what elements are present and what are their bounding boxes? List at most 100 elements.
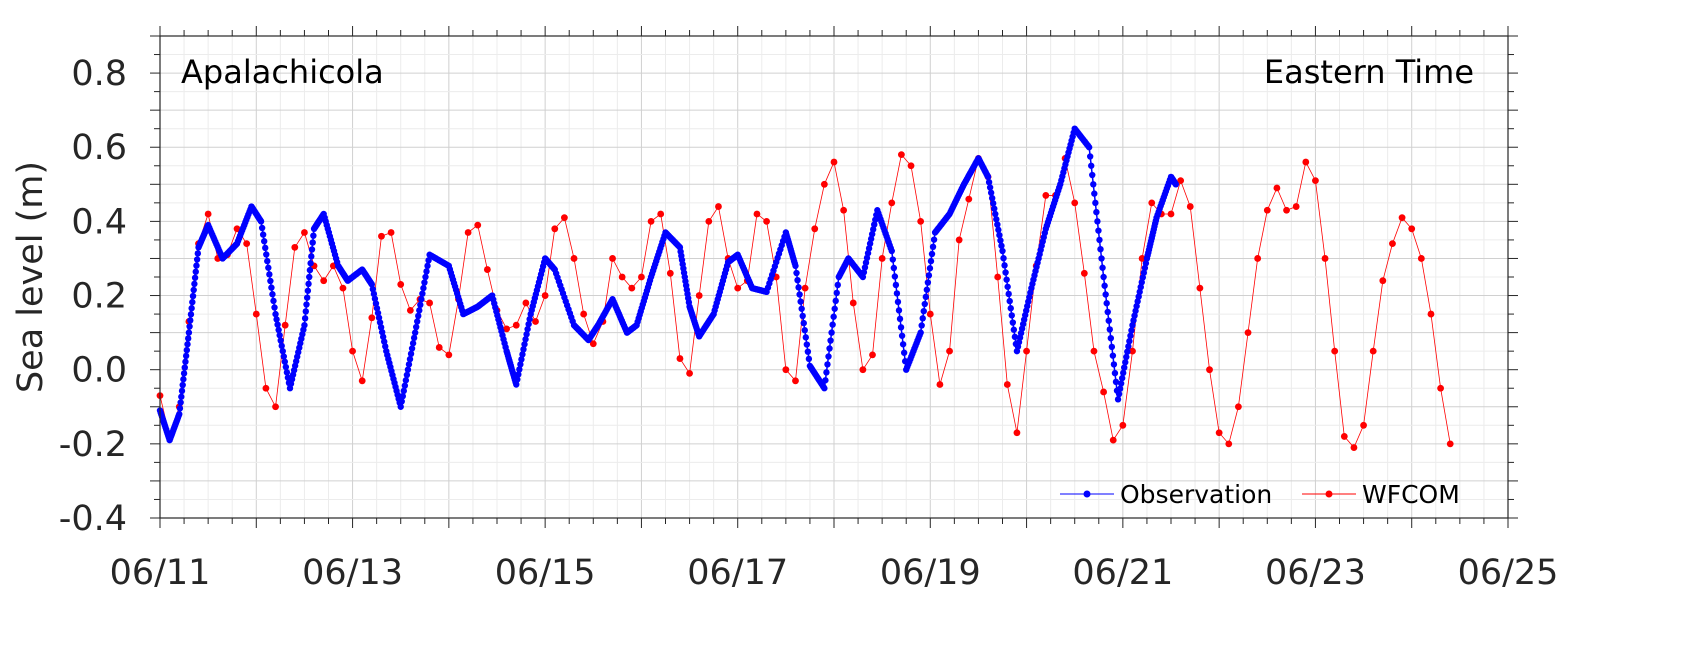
- data-point: [308, 253, 315, 260]
- x-tick-label: 06/23: [1265, 553, 1366, 593]
- data-point: [1023, 347, 1030, 355]
- data-point: [862, 259, 870, 266]
- data-point: [1092, 199, 1099, 207]
- series-line-wfcom: [159, 153, 1451, 449]
- data-point: [861, 264, 869, 271]
- data-point: [272, 310, 279, 318]
- x-tick-label: 06/11: [110, 553, 211, 593]
- data-point: [985, 178, 993, 186]
- data-point: [1167, 210, 1175, 218]
- data-point: [1177, 177, 1185, 185]
- legend-wfcom-label: WFCOM: [1362, 480, 1460, 509]
- data-point: [398, 398, 405, 405]
- data-point: [518, 356, 525, 363]
- data-point: [304, 287, 312, 294]
- data-point: [872, 216, 879, 223]
- data-point: [382, 343, 389, 350]
- data-point: [996, 231, 1003, 239]
- data-point: [387, 229, 395, 236]
- data-point: [1132, 307, 1139, 315]
- data-point: [1118, 374, 1126, 382]
- data-point: [1121, 364, 1128, 371]
- data-point: [277, 337, 284, 344]
- data-point: [1095, 227, 1102, 234]
- x-tick-label: 06/21: [1072, 553, 1173, 593]
- data-point: [1134, 298, 1141, 305]
- data-point: [1097, 245, 1104, 253]
- y-tick-label: -0.4: [59, 499, 127, 539]
- data-point: [1008, 312, 1015, 319]
- series-wfcom: [156, 151, 1454, 451]
- y-tick-label: -0.2: [59, 425, 127, 465]
- data-point: [262, 244, 269, 252]
- data-point: [1013, 429, 1021, 437]
- data-point: [792, 262, 799, 270]
- data-point: [185, 329, 193, 336]
- data-point: [1138, 255, 1146, 262]
- data-point: [763, 217, 770, 225]
- data-point: [1115, 390, 1123, 398]
- data-point: [522, 336, 529, 343]
- data-point: [262, 384, 270, 392]
- data-point: [266, 271, 273, 278]
- data-point: [1254, 255, 1262, 262]
- data-point: [782, 366, 790, 374]
- data-point: [1379, 277, 1387, 285]
- data-point: [1206, 366, 1213, 374]
- data-point: [176, 410, 183, 418]
- data-point: [868, 230, 876, 238]
- data-point: [1340, 433, 1348, 440]
- data-point: [368, 281, 376, 288]
- data-point: [412, 323, 420, 331]
- data-point: [1100, 388, 1107, 396]
- data-point: [204, 210, 212, 218]
- data-point: [917, 217, 925, 225]
- x-tick-label: 06/17: [687, 553, 788, 593]
- data-point: [186, 323, 193, 330]
- data-point: [995, 226, 1002, 234]
- data-point: [795, 284, 802, 291]
- data-point: [339, 284, 347, 292]
- data-point: [1091, 190, 1098, 197]
- data-point: [264, 257, 271, 265]
- data-point: [830, 158, 838, 166]
- data-point: [1139, 274, 1147, 281]
- data-point: [1235, 403, 1242, 411]
- data-point: [695, 292, 703, 299]
- data-point: [878, 255, 886, 262]
- data-point: [281, 321, 289, 329]
- data-point: [1071, 199, 1079, 207]
- data-point: [1114, 396, 1122, 403]
- data-point: [526, 315, 533, 323]
- data-point: [283, 369, 291, 376]
- data-point: [955, 236, 963, 244]
- data-point: [991, 205, 998, 212]
- data-point: [1004, 283, 1011, 290]
- data-point: [405, 361, 413, 368]
- data-point: [189, 298, 196, 306]
- data-point: [1302, 158, 1310, 166]
- data-point: [191, 274, 199, 281]
- data-point: [570, 255, 578, 262]
- data-point: [1292, 203, 1300, 210]
- data-point: [417, 301, 424, 309]
- data-point: [823, 369, 830, 376]
- data-point: [899, 341, 907, 348]
- data-point: [888, 247, 895, 255]
- data-point: [524, 325, 531, 333]
- data-point: [307, 260, 314, 267]
- data-point: [349, 347, 356, 355]
- data-point: [821, 385, 828, 392]
- timezone-annotation: Eastern Time: [1264, 53, 1474, 91]
- data-point: [374, 309, 382, 317]
- data-point: [993, 216, 1000, 223]
- data-point: [515, 371, 522, 378]
- data-point: [987, 189, 995, 196]
- data-point: [1100, 273, 1107, 281]
- data-point: [894, 298, 902, 306]
- y-tick-label: 0.2: [71, 277, 127, 317]
- data-point: [291, 243, 299, 251]
- data-point: [900, 349, 908, 356]
- data-point: [930, 236, 938, 243]
- data-point: [994, 273, 1002, 281]
